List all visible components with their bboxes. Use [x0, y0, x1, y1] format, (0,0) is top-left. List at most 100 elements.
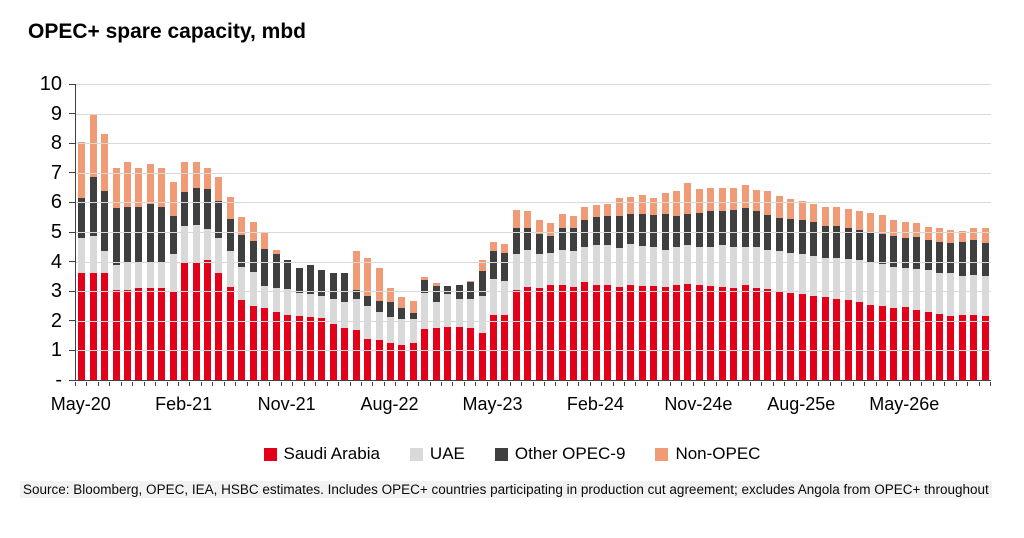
x-axis-tick [246, 381, 248, 386]
x-axis-tick [624, 381, 625, 386]
bar [442, 84, 453, 380]
x-axis-tick [658, 381, 660, 386]
bar-segment-uae [169, 254, 177, 292]
bar-segment-other-opec-9 [398, 307, 406, 319]
bar-segment-non-opec [604, 203, 612, 216]
bar-segment-uae [295, 293, 303, 317]
y-axis-label: 5 [50, 221, 62, 243]
bar-segment-uae [341, 301, 349, 328]
bar-segment-saudi-arabia [981, 316, 989, 380]
bar-segment-uae [798, 254, 806, 295]
bar-segment-saudi-arabia [627, 285, 635, 380]
x-axis-tick [555, 381, 557, 386]
x-axis-tick [692, 381, 694, 386]
bar-segment-other-opec-9 [684, 214, 692, 246]
bar-segment-other-opec-9 [730, 210, 738, 247]
bar-segment-saudi-arabia [833, 298, 841, 380]
bar-segment-saudi-arabia [295, 316, 303, 380]
bar [625, 84, 636, 380]
bar-segment-non-opec [524, 211, 532, 228]
bar-segment-saudi-arabia [89, 273, 97, 380]
bar-segment-non-opec [123, 162, 131, 207]
bar-segment-non-opec [146, 163, 154, 204]
y-axis-tick [69, 83, 75, 85]
bar-segment-other-opec-9 [524, 227, 532, 250]
bar-segment-uae [867, 261, 875, 305]
y-axis-tick [69, 142, 75, 144]
bar [202, 84, 213, 380]
y-axis-tick [69, 172, 75, 174]
bar-segment-other-opec-9 [947, 243, 955, 274]
bar [911, 84, 922, 380]
bar-segment-saudi-arabia [238, 300, 246, 380]
bar-segment-non-opec [249, 221, 257, 241]
legend-label-non-opec: Non-OPEC [675, 444, 761, 463]
bar-segment-non-opec [844, 209, 852, 228]
bar [877, 84, 888, 380]
bar-segment-other-opec-9 [604, 215, 612, 246]
bar-segment-uae [375, 311, 383, 341]
gridline [76, 320, 991, 322]
bar-segment-uae [146, 261, 154, 289]
bar-segment-non-opec [936, 228, 944, 243]
bar-segment-uae [661, 249, 669, 287]
bar [236, 84, 247, 380]
bar-segment-non-opec [489, 242, 497, 252]
bar-segment-other-opec-9 [272, 254, 280, 289]
y-axis-label: 3 [50, 280, 62, 303]
bar-segment-other-opec-9 [135, 206, 143, 264]
bar-segment-non-opec [592, 205, 600, 218]
x-axis-tick [681, 381, 683, 386]
bar-segment-saudi-arabia [249, 306, 257, 380]
bar-segment-saudi-arabia [421, 329, 429, 380]
bar-segment-other-opec-9 [535, 233, 543, 255]
x-axis-tick [120, 381, 122, 386]
bar-segment-uae [329, 299, 337, 325]
bar-segment-saudi-arabia [753, 288, 761, 380]
x-axis-tick [841, 381, 843, 386]
x-axis-tick [875, 381, 877, 386]
bar-segment-non-opec [570, 215, 578, 228]
bar [842, 84, 853, 380]
bar-segment-other-opec-9 [844, 227, 852, 259]
bar-segment-saudi-arabia [535, 288, 543, 380]
bar-segment-saudi-arabia [638, 286, 646, 380]
bar [545, 84, 556, 380]
x-axis-tick [726, 381, 728, 386]
x-axis-tick [326, 381, 328, 386]
bar [339, 84, 350, 380]
x-axis-tick [795, 381, 797, 386]
gridline [76, 291, 991, 293]
bar-segment-uae [878, 263, 886, 306]
bar-segment-non-opec [650, 197, 658, 216]
bar-segment-other-opec-9 [753, 211, 761, 248]
bar-segment-uae [284, 289, 292, 316]
x-axis-tick [715, 381, 717, 386]
bar-segment-other-opec-9 [798, 220, 806, 255]
bar [351, 84, 362, 380]
gridline [76, 172, 991, 174]
bar [900, 84, 911, 380]
bar-segment-other-opec-9 [364, 295, 372, 307]
bar-segment-saudi-arabia [558, 285, 566, 380]
bar-segment-uae [272, 288, 280, 312]
bar-segment-uae [947, 273, 955, 317]
bar-segment-saudi-arabia [467, 328, 475, 380]
bar-segment-uae [398, 318, 406, 345]
bar-segment-saudi-arabia [936, 313, 944, 380]
bar [968, 84, 979, 380]
bar [168, 84, 179, 380]
bar-segment-saudi-arabia [958, 315, 966, 380]
bar-segment-saudi-arabia [913, 309, 921, 380]
bar-segment-uae [512, 254, 520, 290]
bar-segment-other-opec-9 [890, 235, 898, 267]
bar-segment-saudi-arabia [615, 286, 623, 380]
bar-segment-non-opec [970, 228, 978, 241]
bar-segment-other-opec-9 [306, 265, 314, 295]
bar [522, 84, 533, 380]
bar-segment-saudi-arabia [970, 315, 978, 380]
x-axis-tick [269, 381, 271, 386]
x-axis-tick [349, 381, 351, 386]
x-axis-tick [738, 381, 740, 386]
y-axis-tick [69, 201, 75, 203]
